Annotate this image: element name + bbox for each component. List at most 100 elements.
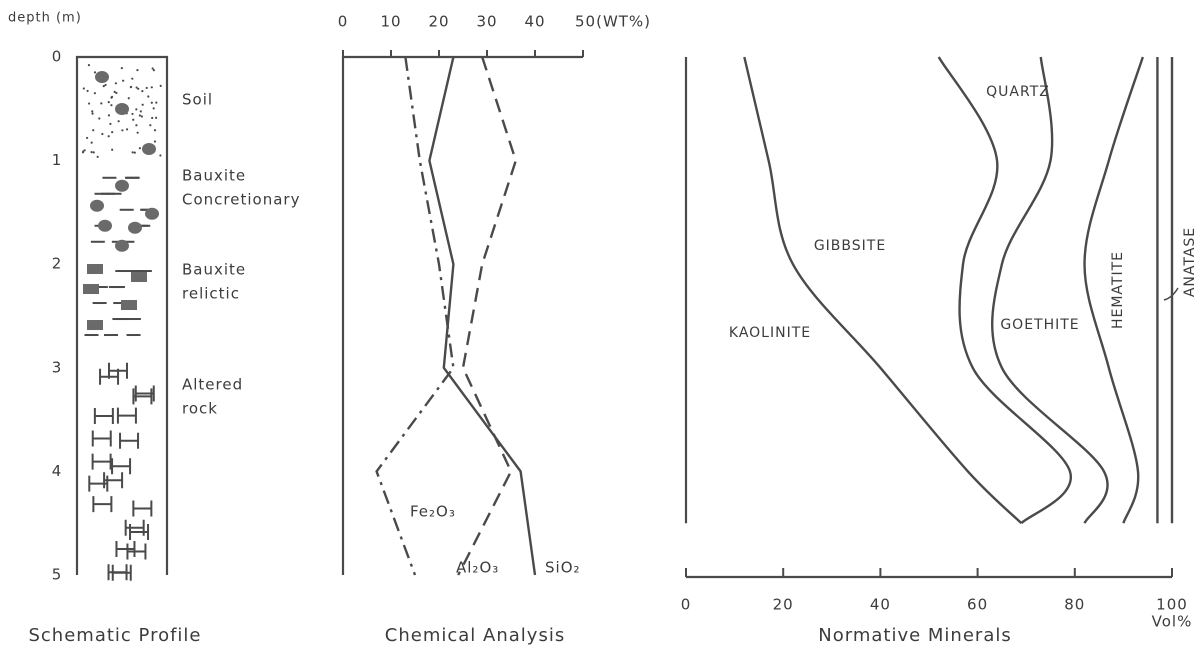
soil-dot [139, 110, 142, 113]
y-tick-label: 1 [52, 151, 63, 169]
soil-dot [136, 69, 139, 72]
soil-dot [133, 151, 136, 154]
soil-dot [107, 100, 110, 104]
soil-dot [87, 64, 91, 67]
soil-dot [96, 155, 99, 158]
rock-mark [119, 432, 140, 449]
rock-mark [88, 475, 109, 492]
soil-dot [132, 118, 135, 121]
soil-dot [149, 124, 152, 127]
soil-dot [101, 132, 104, 136]
nodule [128, 221, 142, 234]
soil-dot [120, 67, 123, 70]
relict [121, 300, 137, 311]
relict [131, 272, 147, 283]
column-outline [75, 55, 169, 575]
soil-dot [102, 85, 105, 88]
layer-pattern [83, 264, 152, 337]
soil-dot [137, 87, 140, 90]
x-tick-label: 40 [870, 596, 891, 614]
panel-title: Chemical Analysis [385, 625, 565, 646]
boundary-line [1083, 56, 1144, 524]
rock-mark [111, 458, 132, 475]
nodule [115, 179, 129, 192]
panel-title: Normative Minerals [818, 625, 1011, 646]
soil-dot [135, 108, 138, 111]
soil-dot [122, 79, 125, 82]
soil-dot [145, 86, 148, 90]
rock-mark [116, 407, 137, 424]
soil-dot [110, 96, 113, 99]
series-line [375, 56, 455, 576]
nodule [115, 103, 129, 115]
series-label: SiO₂ [545, 559, 581, 577]
soil-dot [155, 116, 158, 119]
rock-mark [92, 496, 113, 513]
soil-dot [86, 89, 89, 93]
soil-dot [90, 141, 93, 144]
rock-mark [93, 407, 114, 424]
y-tick-label: 4 [52, 462, 63, 480]
x-tick-label: 40 [524, 13, 545, 31]
relict [87, 264, 103, 275]
soil-dot [104, 83, 107, 87]
soil-dot [98, 117, 101, 120]
soil-dot [93, 92, 97, 95]
soil-dot [117, 120, 120, 123]
soil-dot [131, 151, 134, 154]
nodule [98, 219, 112, 232]
layer-pattern [88, 362, 155, 581]
rock-mark [115, 541, 136, 558]
nodule [95, 71, 109, 83]
nodule [145, 207, 159, 220]
soil-dot [141, 103, 144, 106]
layer-pattern [90, 176, 159, 252]
layer-label: Bauxite [182, 167, 246, 185]
soil-dot [87, 102, 91, 105]
soil-dot [153, 140, 157, 143]
soil-dot [152, 107, 155, 110]
boundary-line [743, 56, 1023, 525]
rock-mark [124, 519, 145, 536]
layer-pattern [81, 64, 162, 158]
soil-dot [90, 151, 93, 154]
rock-mark [111, 564, 132, 581]
series-label: GOETHITE [1000, 317, 1079, 333]
x-tick-label: 0 [338, 13, 349, 31]
boundary-line [991, 56, 1109, 524]
rock-mark [91, 430, 112, 447]
soil-dot [151, 116, 154, 120]
y-tick-label: 0 [52, 48, 63, 66]
rock-mark [129, 523, 150, 540]
relict [83, 284, 99, 295]
layer-label: Bauxite [182, 261, 246, 279]
soil-dot [153, 129, 157, 132]
x-axis-label: Vol% [1152, 613, 1193, 631]
soil-dot [111, 148, 114, 151]
series-label: Fe₂O₃ [410, 503, 456, 521]
soil-dot [131, 77, 134, 80]
soil-dot [127, 97, 130, 100]
soil-dot [91, 112, 94, 115]
soil-dot [150, 101, 153, 104]
soil-dot [93, 71, 97, 74]
soil-dot [85, 136, 89, 140]
nodule [90, 199, 104, 212]
soil-dot [111, 130, 114, 134]
relict [87, 320, 103, 331]
layer-label: rock [182, 400, 218, 418]
soil-dot [138, 147, 141, 150]
soil-dot [140, 115, 143, 118]
series-label: KAOLINITE [729, 325, 811, 341]
x-tick-label: 50(WT%) [575, 13, 651, 31]
series-line [457, 56, 518, 576]
rock-mark [132, 388, 153, 405]
x-tick-label: 30 [476, 13, 497, 31]
x-tick-label: 20 [428, 13, 449, 31]
soil-dot [109, 122, 112, 126]
soil-dot [91, 110, 94, 113]
x-tick-label: 60 [967, 596, 988, 614]
nodule [115, 239, 129, 252]
soil-dot [131, 112, 134, 116]
series-label: Al₂O₃ [456, 559, 499, 577]
